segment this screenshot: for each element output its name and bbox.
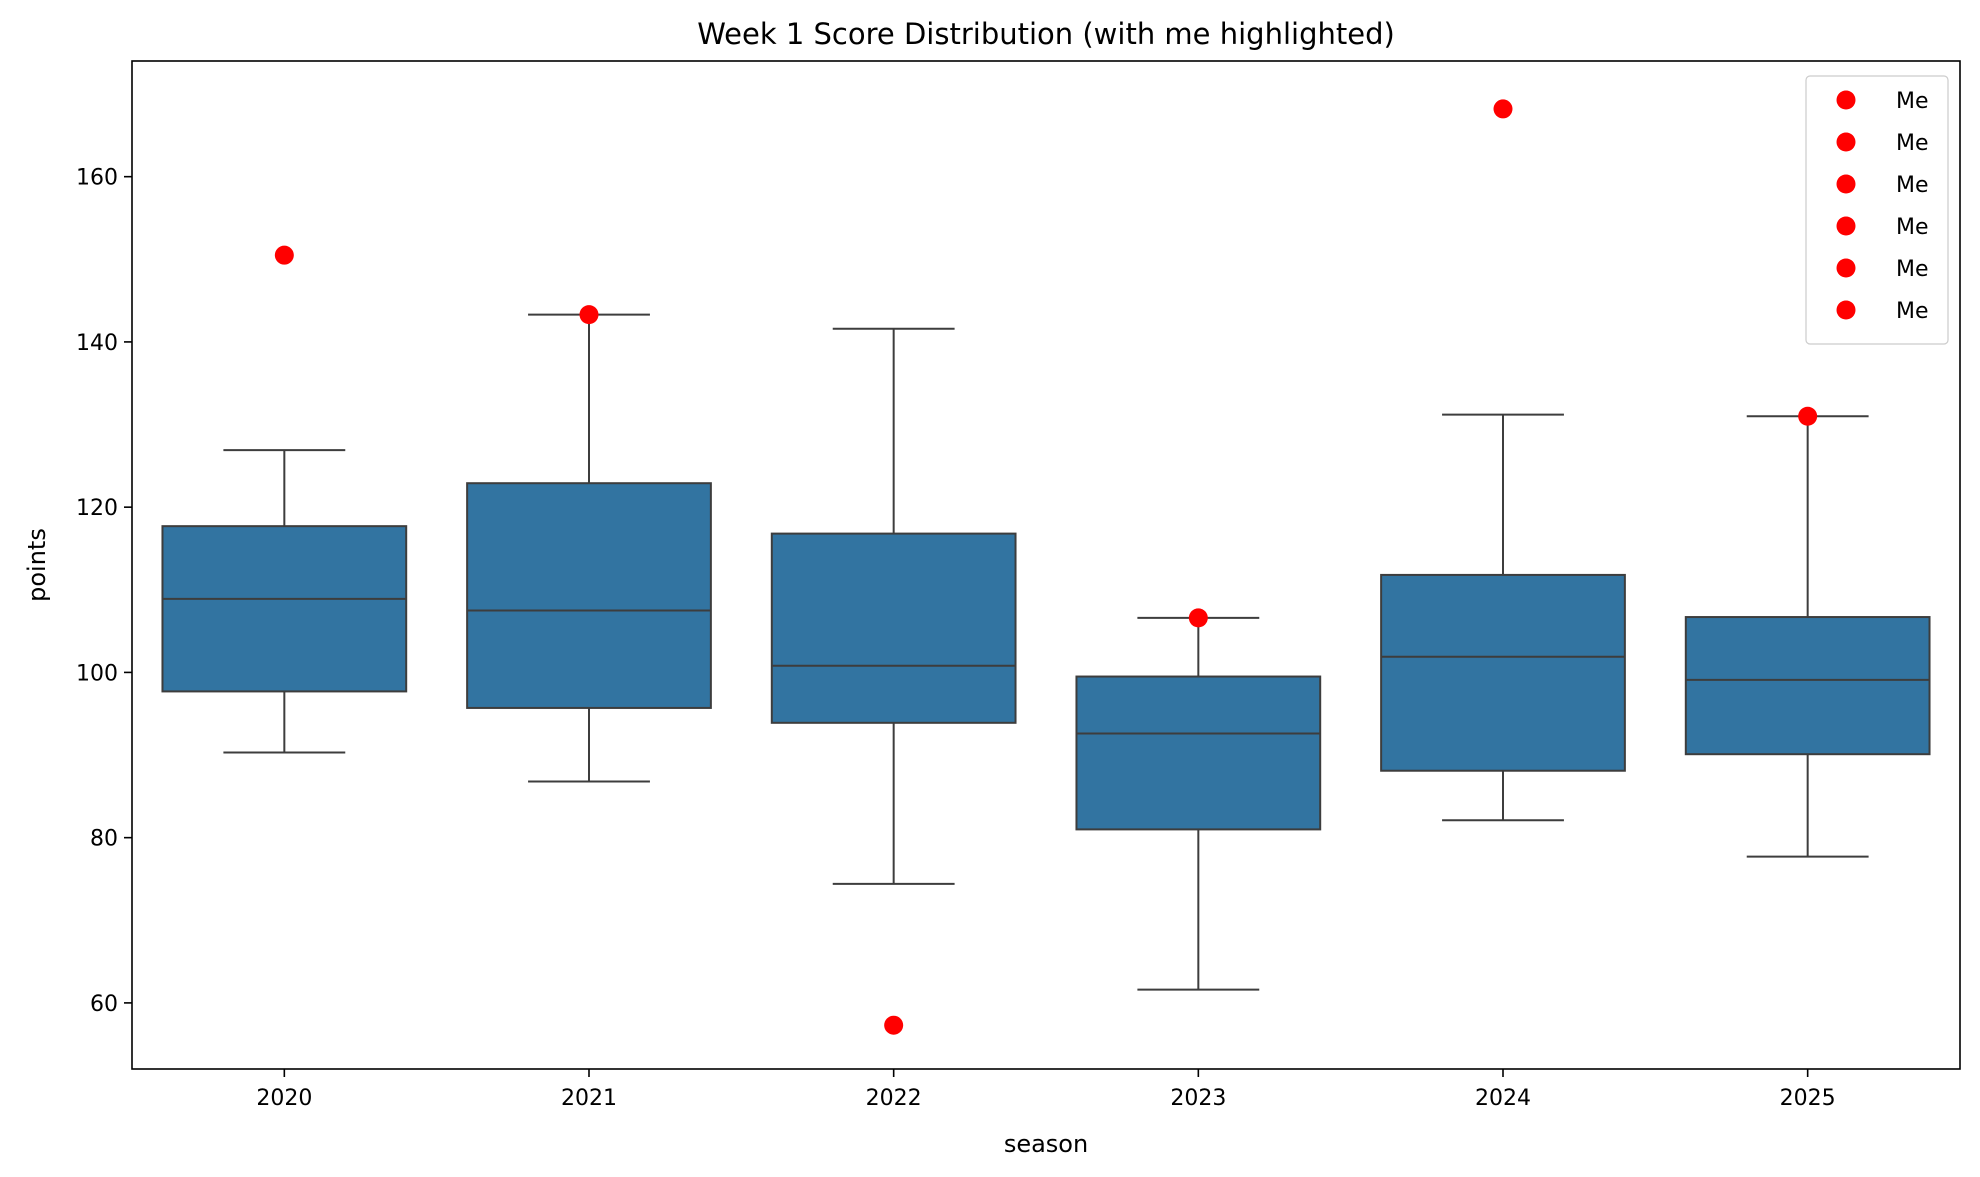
plot-frame — [131, 60, 1961, 1070]
box-2022 — [770, 327, 1017, 885]
legend-marker — [1836, 132, 1856, 152]
me-point-2025 — [1798, 406, 1818, 426]
box-iqr — [1684, 616, 1931, 756]
y-tick-label: 160 — [76, 166, 118, 191]
legend: Me Me Me Me Me Me — [1805, 75, 1949, 345]
y-tick-label: 100 — [76, 661, 118, 686]
box-2020 — [161, 449, 408, 754]
y-axis: 60 80 100 120 140 160 — [76, 166, 132, 1017]
x-axis: 2020 2021 2022 2023 2024 2025 — [256, 1069, 1836, 1111]
legend-marker — [1836, 174, 1856, 194]
x-tick-label: 2020 — [256, 1086, 312, 1111]
box-2023 — [1075, 616, 1322, 991]
y-tick-label: 80 — [90, 827, 118, 852]
box-iqr — [466, 482, 712, 709]
x-tick-label: 2021 — [561, 1086, 617, 1111]
me-point-2020 — [274, 245, 294, 265]
y-tick-label: 140 — [76, 331, 118, 356]
legend-marker — [1836, 258, 1856, 278]
me-point-2024 — [1493, 99, 1513, 119]
y-tick-label: 60 — [90, 992, 118, 1017]
plot-area — [161, 99, 1931, 1035]
box-iqr — [1380, 573, 1626, 772]
legend-label: Me — [1896, 89, 1929, 114]
x-tick-label: 2025 — [1780, 1086, 1836, 1111]
legend-label: Me — [1896, 257, 1929, 282]
legend-label: Me — [1896, 131, 1929, 156]
chart-title: Week 1 Score Distribution (with me highl… — [697, 17, 1395, 51]
legend-label: Me — [1896, 173, 1929, 198]
legend-label: Me — [1896, 299, 1929, 324]
y-tick-label: 120 — [76, 496, 118, 521]
legend-marker — [1836, 300, 1856, 320]
x-tick-label: 2024 — [1475, 1086, 1531, 1111]
y-axis-label: points — [23, 528, 51, 602]
box-2024 — [1380, 413, 1626, 822]
x-tick-label: 2022 — [866, 1086, 922, 1111]
me-point-2022 — [884, 1015, 904, 1035]
x-tick-label: 2023 — [1170, 1086, 1226, 1111]
box-iqr — [1075, 675, 1322, 831]
box-iqr — [770, 532, 1017, 724]
box-2025 — [1684, 415, 1931, 858]
legend-marker — [1836, 216, 1856, 236]
x-axis-label: season — [1004, 1130, 1088, 1158]
me-point-2021 — [579, 305, 599, 325]
legend-marker — [1836, 90, 1856, 110]
legend-label: Me — [1896, 215, 1929, 240]
box-iqr — [161, 525, 408, 693]
me-point-2023 — [1188, 608, 1208, 628]
box-2021 — [466, 313, 712, 783]
